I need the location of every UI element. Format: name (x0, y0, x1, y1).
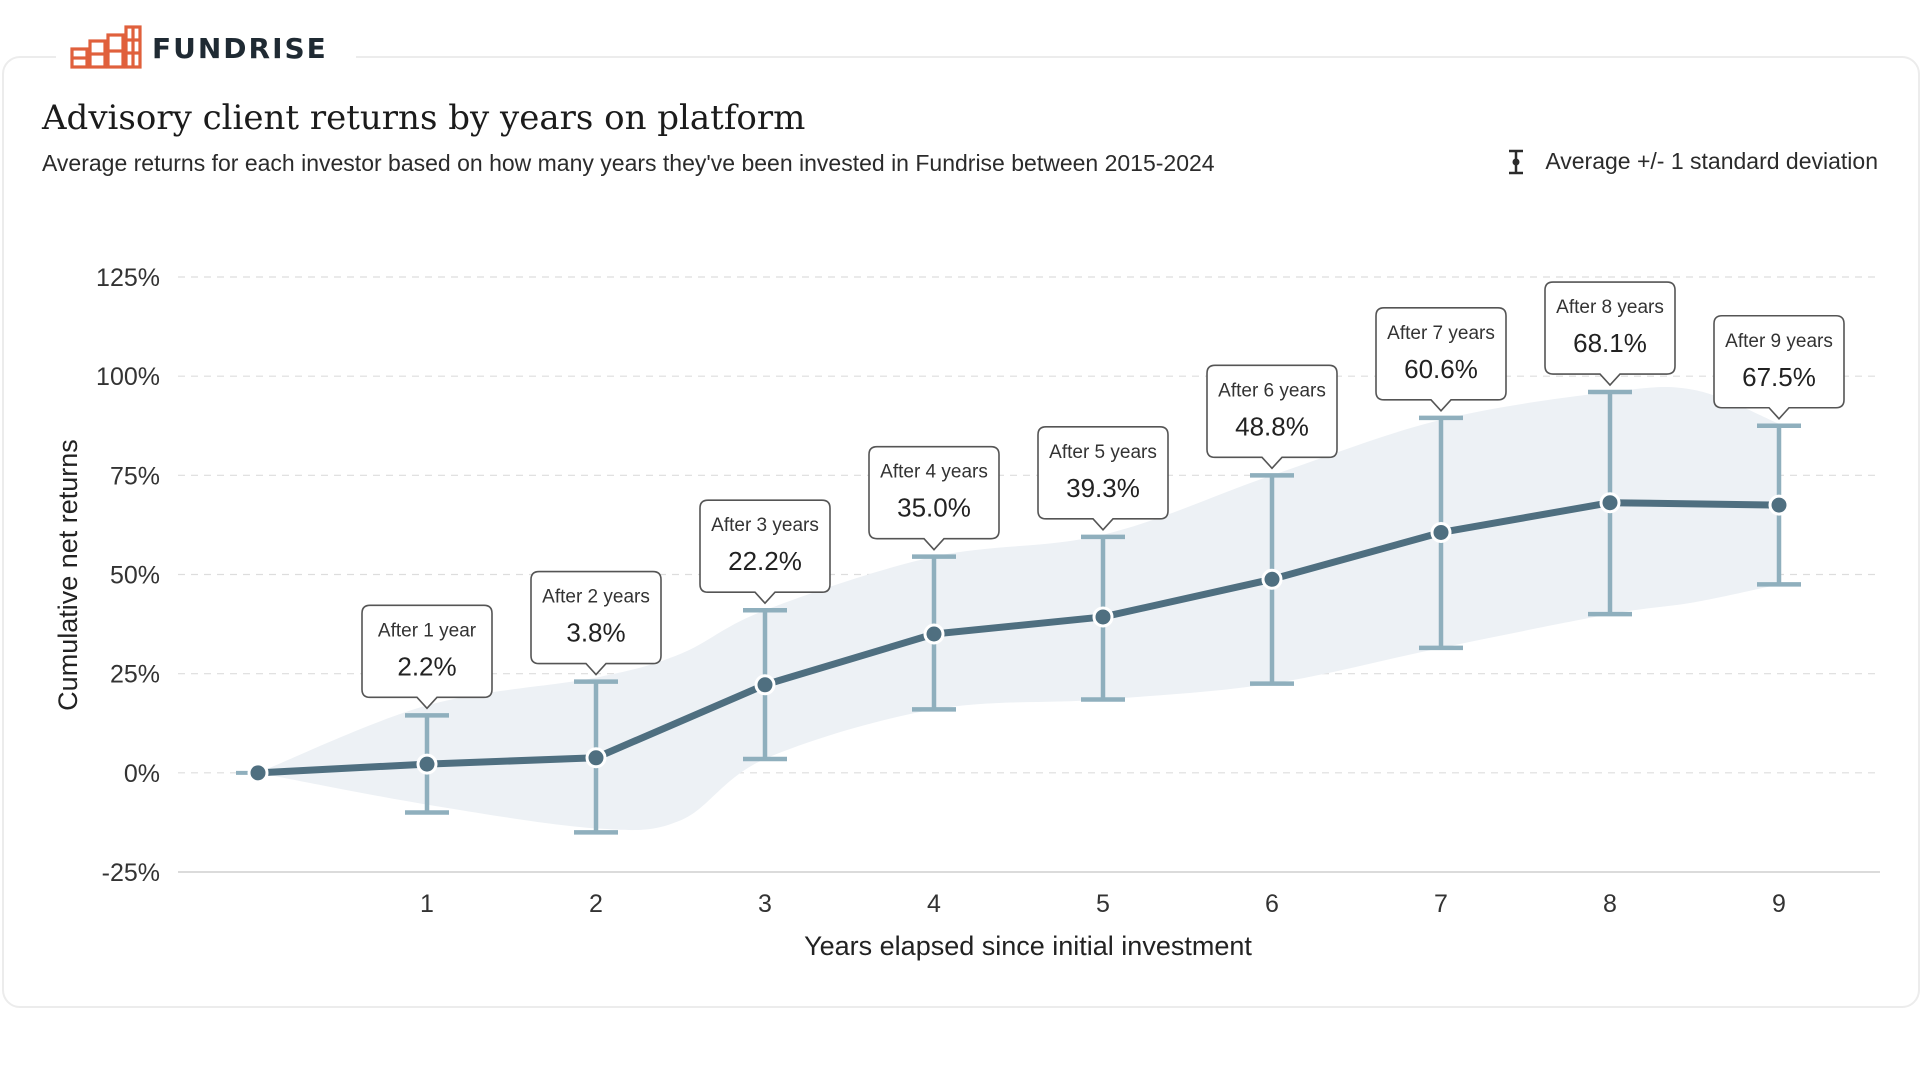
value-callout: After 9 years 67.5% (1713, 314, 1845, 420)
x-tick-label: 1 (420, 890, 434, 918)
callout-box (1713, 314, 1845, 420)
callout-value: 39.3% (1066, 473, 1140, 503)
data-point (1430, 521, 1452, 543)
average-line-path (254, 499, 1783, 777)
callout-value: 35.0% (897, 493, 971, 523)
value-callout: After 4 years 35.0% (868, 445, 1000, 551)
x-tick-label: 6 (1265, 890, 1279, 918)
data-point (247, 762, 269, 784)
std-dev-area (258, 387, 1779, 831)
callout-label: After 6 years (1218, 380, 1326, 401)
y-tick-label: -25% (102, 859, 160, 887)
callout-value: 3.8% (566, 618, 625, 648)
callout-box (699, 499, 831, 605)
data-point (923, 623, 945, 645)
x-tick-label: 8 (1603, 890, 1617, 918)
std-dev-band (258, 387, 1779, 831)
callout-value: 48.8% (1235, 411, 1309, 441)
value-callout: After 1 year 2.2% (361, 604, 493, 710)
data-point (1599, 492, 1621, 514)
y-tick-label: 125% (96, 264, 160, 292)
error-bar-legend-icon (1509, 149, 1524, 174)
value-callout: After 7 years 60.6% (1375, 307, 1507, 413)
callout-label: After 8 years (1556, 297, 1664, 318)
x-tick-label: 3 (758, 890, 772, 918)
x-tick-label: 9 (1772, 890, 1786, 918)
legend: Average +/- 1 standard deviation (1507, 148, 1878, 175)
callout-box (1544, 281, 1676, 387)
callout-box (1037, 426, 1169, 532)
callout-box (1206, 364, 1338, 470)
value-callout: After 3 years 22.2% (699, 499, 831, 605)
callout-value: 60.6% (1404, 354, 1478, 384)
callout-value: 22.2% (728, 546, 802, 576)
value-callout: After 2 years 3.8% (530, 570, 662, 676)
y-tick-label: 100% (96, 363, 160, 391)
y-tick-label: 50% (110, 562, 160, 590)
data-point (1768, 494, 1790, 516)
callout-box (868, 445, 1000, 551)
data-point (754, 674, 776, 696)
x-axis-title: Years elapsed since initial investment (804, 931, 1252, 961)
fundrise-logo-icon (70, 25, 142, 69)
callout-box (530, 570, 662, 676)
callout-box (1375, 307, 1507, 413)
x-tick-label: 7 (1434, 890, 1448, 918)
data-point (1092, 606, 1114, 628)
axes: -25% 0% 25% 50% 75% 100% 125% 1 2 3 4 5 6 7 8 9 Years el… (53, 264, 1786, 961)
x-tick-label: 5 (1096, 890, 1110, 918)
data-point (1261, 568, 1283, 590)
brand-name: FUNDRISE (152, 31, 328, 65)
value-callout: After 6 years 48.8% (1206, 364, 1338, 470)
callout-label: After 5 years (1049, 442, 1157, 463)
x-tick-label: 4 (927, 890, 941, 918)
y-axis-title: Cumulative net returns (53, 439, 83, 711)
brand-logo[interactable]: FUNDRISE (56, 22, 356, 74)
y-tick-label: 0% (124, 760, 160, 788)
data-point (585, 747, 607, 769)
chart-subtitle: Average returns for each investor based … (42, 150, 1215, 176)
callout-label: After 3 years (711, 515, 819, 536)
y-tick-label: 75% (110, 462, 160, 490)
callout-label: After 7 years (1387, 323, 1495, 344)
data-point (416, 753, 438, 775)
callout-label: After 1 year (378, 620, 477, 641)
value-callout: After 8 years 68.1% (1544, 281, 1676, 387)
callout-box (361, 604, 493, 710)
callout-value: 2.2% (397, 651, 456, 681)
legend-label: Average +/- 1 standard deviation (1545, 148, 1878, 174)
chart-title: Advisory client returns by years on plat… (42, 98, 806, 138)
value-callout: After 5 years 39.3% (1037, 426, 1169, 532)
callout-label: After 4 years (880, 462, 988, 483)
value-callouts: After 1 year 2.2% After 2 years 3.8% After 3… (361, 281, 1845, 710)
callout-value: 68.1% (1573, 328, 1647, 358)
x-tick-label: 2 (589, 890, 603, 918)
callout-value: 67.5% (1742, 362, 1816, 392)
y-tick-label: 25% (110, 661, 160, 689)
callout-label: After 2 years (542, 587, 650, 608)
data-points (247, 492, 1790, 784)
callout-label: After 9 years (1725, 331, 1833, 352)
